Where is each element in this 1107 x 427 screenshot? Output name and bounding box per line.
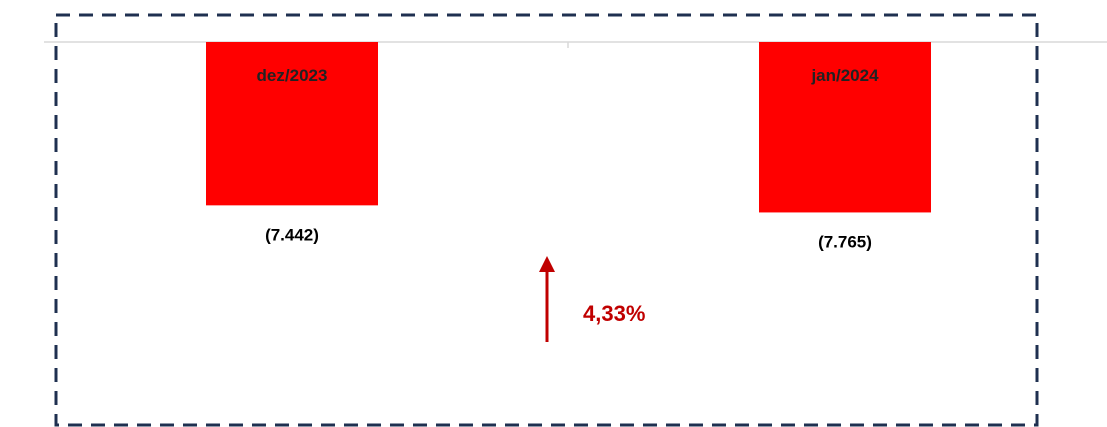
change-annotation: 4,33% xyxy=(539,256,645,342)
change-percentage-label: 4,33% xyxy=(583,301,645,326)
up-arrow-icon xyxy=(539,256,555,272)
bars-layer: dez/2023 (7.442) jan/2024 (7.765) xyxy=(206,42,931,251)
bar xyxy=(759,42,931,213)
value-label: (7.765) xyxy=(818,232,872,251)
bar xyxy=(206,42,378,206)
category-label: jan/2024 xyxy=(810,66,879,85)
category-label: dez/2023 xyxy=(257,66,328,85)
value-label: (7.442) xyxy=(265,225,319,244)
chart-frame xyxy=(54,13,1039,427)
